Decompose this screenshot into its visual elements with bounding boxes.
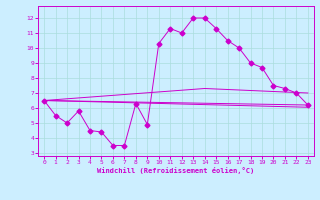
- X-axis label: Windchill (Refroidissement éolien,°C): Windchill (Refroidissement éolien,°C): [97, 167, 255, 174]
